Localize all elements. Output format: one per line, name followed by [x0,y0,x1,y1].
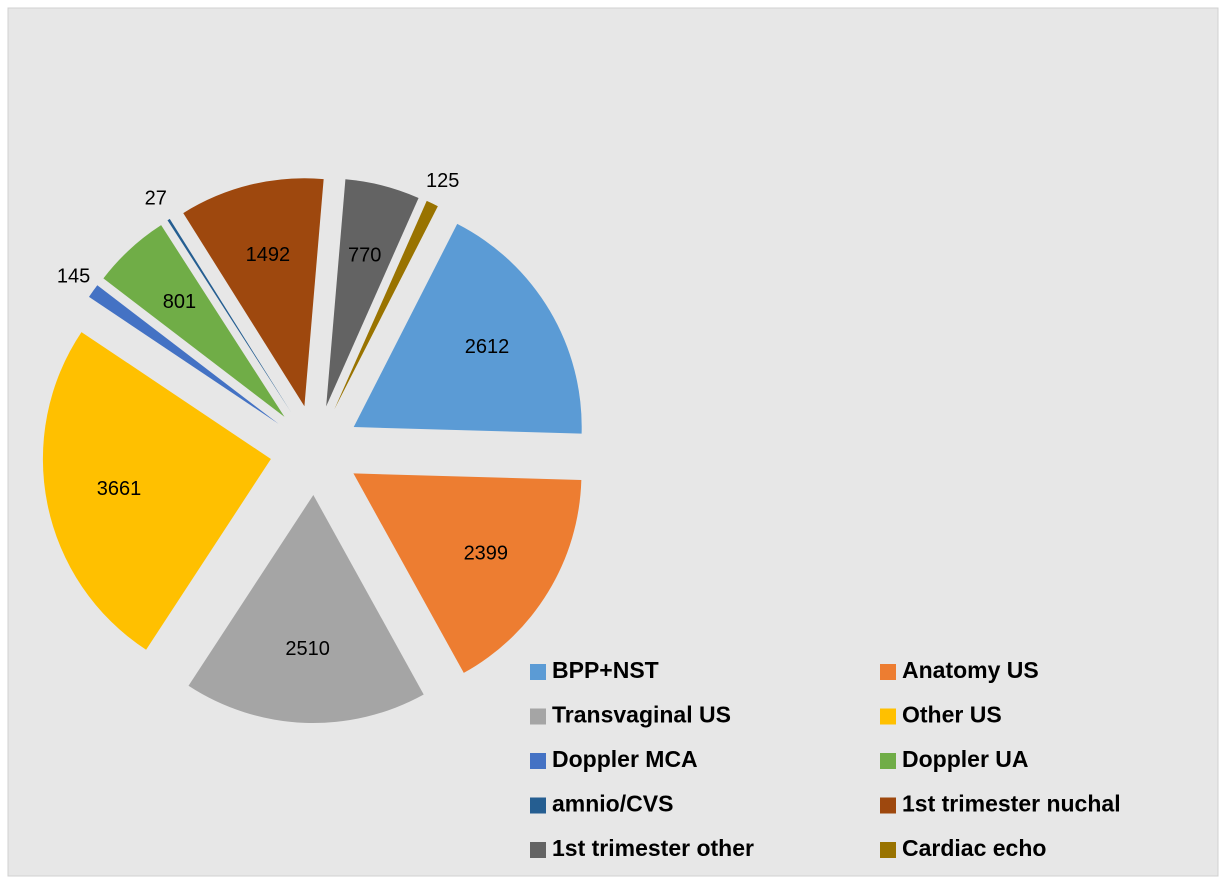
legend-label: amnio/CVS [552,791,673,817]
legend-swatch [880,664,896,680]
data-label: 801 [163,291,196,313]
legend-swatch [530,753,546,769]
legend-swatch [530,664,546,680]
data-label: 1492 [246,244,291,266]
legend-swatch [530,842,546,858]
pie-slice [353,473,582,673]
data-label: 2399 [464,542,509,564]
legend-swatch [880,753,896,769]
data-label: 27 [145,188,167,210]
pie-slice [353,223,582,434]
pie-slice [326,179,419,407]
pie-slice [42,332,271,650]
legend-label: 1st trimester other [552,835,754,861]
data-label: 145 [57,265,90,287]
data-label: 2612 [465,336,510,358]
pie-slice [183,178,324,407]
legend-label: Cardiac echo [902,835,1046,861]
legend-swatch [880,797,896,814]
pie-slice [188,494,424,723]
pie-slice [167,218,291,413]
data-label: 3661 [97,478,142,500]
data-label: 2510 [285,638,330,660]
legend-label: 1st trimester nuchal [902,791,1121,817]
legend-label: BPP+NST [552,657,659,683]
legend-swatch [880,842,896,858]
data-label: 770 [348,245,381,267]
pie-slice [103,225,285,417]
legend-label: Doppler MCA [552,746,698,772]
legend-label: Anatomy US [902,657,1039,683]
legend-label: Other US [902,702,1002,728]
legend-label: Transvaginal US [552,702,731,728]
pie-slice [334,200,438,410]
legend-swatch [880,708,896,725]
legend-swatch [530,797,546,814]
pie-slice [88,285,279,424]
legend-label: Doppler UA [902,746,1029,772]
data-label: 125 [426,170,459,192]
legend-swatch [530,708,546,725]
